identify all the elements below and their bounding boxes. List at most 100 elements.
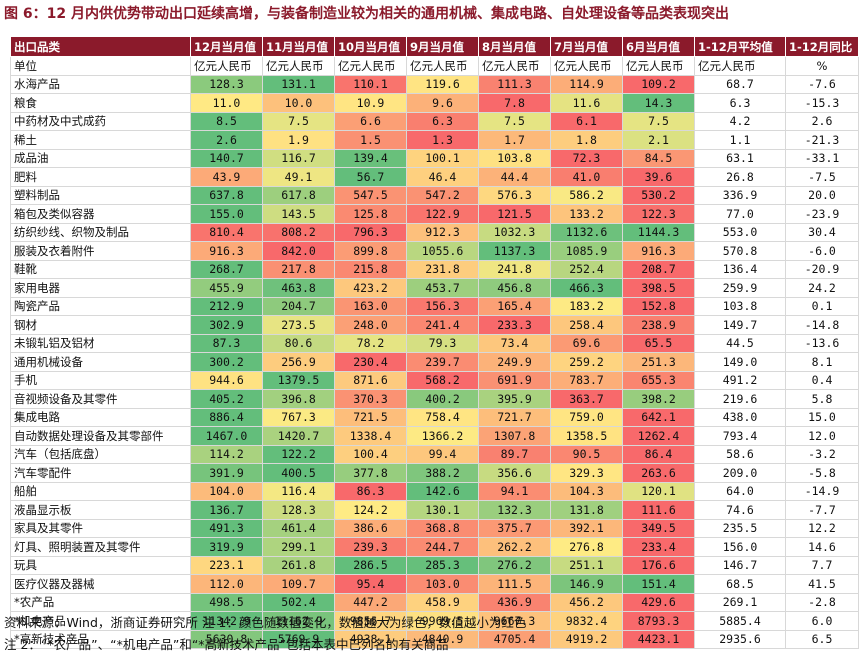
avg-value-cell: 269.1 bbox=[694, 592, 786, 612]
month-value-cell: 111.6 bbox=[622, 500, 695, 520]
month-value-cell: 9832.4 bbox=[550, 611, 623, 631]
month-value-cell: 796.3 bbox=[334, 222, 407, 242]
month-value-cell: 132.3 bbox=[478, 500, 551, 520]
source-note: 资料来源：Wind，浙商证券研究所 注 1：颜色随数值变化，数值越大为绿色，数值… bbox=[4, 615, 527, 630]
row-category-name: 通用机械设备 bbox=[10, 352, 191, 372]
month-value-cell: 455.9 bbox=[190, 278, 263, 298]
table-row: 汽车（包括底盘） 114.2 122.2 100.4 99.4 89.7 90.5 86.4 5… bbox=[10, 444, 859, 464]
yoy-value-cell: -3.2 bbox=[785, 444, 859, 464]
month-value-cell: 142.6 bbox=[406, 481, 479, 501]
footnote-2: 注 2：“*农产品”、“*机电产品”和“*高新技术产品”包括本表中已列名的有关商… bbox=[4, 637, 449, 652]
month-value-cell: 491.3 bbox=[190, 518, 263, 538]
header-aug: 8月当月值 bbox=[478, 36, 551, 57]
month-value-cell: 391.9 bbox=[190, 463, 263, 483]
month-value-cell: 502.4 bbox=[262, 592, 335, 612]
month-value-cell: 11342.9 bbox=[190, 611, 263, 631]
yoy-value-cell: -13.6 bbox=[785, 333, 859, 353]
month-value-cell: 79.3 bbox=[406, 333, 479, 353]
month-value-cell: 110.1 bbox=[334, 74, 407, 94]
month-value-cell: 215.8 bbox=[334, 259, 407, 279]
table-row: *高新技术产品 5630.8 5769.9 4938.1 4840.9 4705.4 491… bbox=[10, 629, 859, 649]
table-row: 音视频设备及其零件 405.2 396.8 370.3 400.2 395.9 363.7 3… bbox=[10, 389, 859, 409]
month-value-cell: 456.8 bbox=[478, 278, 551, 298]
month-value-cell: 576.3 bbox=[478, 185, 551, 205]
month-value-cell: 808.2 bbox=[262, 222, 335, 242]
month-value-cell: 1262.4 bbox=[622, 426, 695, 446]
month-value-cell: 133.2 bbox=[550, 204, 623, 224]
month-value-cell: 212.9 bbox=[190, 296, 263, 316]
row-category-name: 水海产品 bbox=[10, 74, 191, 94]
table-row: 通用机械设备 300.2 256.9 230.4 239.7 249.9 259.2 251.… bbox=[10, 352, 859, 372]
unit-cell: 亿元人民币 bbox=[262, 56, 335, 76]
avg-value-cell: 235.5 bbox=[694, 518, 786, 538]
month-value-cell: 72.3 bbox=[550, 148, 623, 168]
avg-value-cell: 58.6 bbox=[694, 444, 786, 464]
month-value-cell: 453.7 bbox=[406, 278, 479, 298]
yoy-value-cell: 7.7 bbox=[785, 555, 859, 575]
month-value-cell: 4919.2 bbox=[550, 629, 623, 649]
month-value-cell: 1.5 bbox=[334, 130, 407, 150]
month-value-cell: 217.8 bbox=[262, 259, 335, 279]
month-value-cell: 248.0 bbox=[334, 315, 407, 335]
month-value-cell: 111.3 bbox=[478, 74, 551, 94]
unit-cell: 亿元人民币 bbox=[694, 56, 786, 76]
unit-cell: 亿元人民币 bbox=[334, 56, 407, 76]
row-category-name: 粮食 bbox=[10, 93, 191, 113]
row-category-name: *农产品 bbox=[10, 592, 191, 612]
row-category-name: 箱包及类似容器 bbox=[10, 204, 191, 224]
table-row: 医疗仪器及器械 112.0 109.7 95.4 103.0 111.5 146.9 151.… bbox=[10, 574, 859, 594]
month-value-cell: 721.5 bbox=[334, 407, 407, 427]
table-row: 中药材及中式成药 8.5 7.5 6.6 6.3 7.5 6.1 7.5 4.2 2.6 bbox=[10, 111, 859, 131]
month-value-cell: 251.1 bbox=[550, 555, 623, 575]
month-value-cell: 103.8 bbox=[478, 148, 551, 168]
table-row: 肥料 43.9 49.1 56.7 46.4 44.4 41.0 39.6 26.8 -7.5 bbox=[10, 167, 859, 187]
avg-value-cell: 1.1 bbox=[694, 130, 786, 150]
month-value-cell: 114.2 bbox=[190, 444, 263, 464]
month-value-cell: 767.3 bbox=[262, 407, 335, 427]
month-value-cell: 1467.0 bbox=[190, 426, 263, 446]
month-value-cell: 10.0 bbox=[262, 93, 335, 113]
month-value-cell: 41.0 bbox=[550, 167, 623, 187]
month-value-cell: 128.3 bbox=[262, 500, 335, 520]
yoy-value-cell: -14.9 bbox=[785, 481, 859, 501]
month-value-cell: 375.7 bbox=[478, 518, 551, 538]
month-value-cell: 89.7 bbox=[478, 444, 551, 464]
month-value-cell: 547.5 bbox=[334, 185, 407, 205]
month-value-cell: 912.3 bbox=[406, 222, 479, 242]
month-value-cell: 241.8 bbox=[478, 259, 551, 279]
month-value-cell: 5769.9 bbox=[262, 629, 335, 649]
month-value-cell: 183.2 bbox=[550, 296, 623, 316]
unit-cell: % bbox=[785, 56, 859, 76]
table-container: 出口品类 12月当月值 11月当月值 10月当月值 9月当月值 8月当月值 7月… bbox=[10, 36, 859, 649]
month-value-cell: 461.4 bbox=[262, 518, 335, 538]
avg-value-cell: 149.0 bbox=[694, 352, 786, 372]
month-value-cell: 1358.5 bbox=[550, 426, 623, 446]
row-category-name: 家用电器 bbox=[10, 278, 191, 298]
month-value-cell: 49.1 bbox=[262, 167, 335, 187]
table-row: 鞋靴 268.7 217.8 215.8 231.8 241.8 252.4 208.7 136… bbox=[10, 259, 859, 279]
month-value-cell: 1366.2 bbox=[406, 426, 479, 446]
month-value-cell: 44.4 bbox=[478, 167, 551, 187]
month-value-cell: 6.3 bbox=[406, 111, 479, 131]
month-value-cell: 302.9 bbox=[190, 315, 263, 335]
month-value-cell: 122.3 bbox=[622, 204, 695, 224]
month-value-cell: 276.8 bbox=[550, 537, 623, 557]
month-value-cell: 299.1 bbox=[262, 537, 335, 557]
month-value-cell: 300.2 bbox=[190, 352, 263, 372]
month-value-cell: 231.8 bbox=[406, 259, 479, 279]
month-value-cell: 370.3 bbox=[334, 389, 407, 409]
month-value-cell: 109.7 bbox=[262, 574, 335, 594]
month-value-cell: 285.3 bbox=[406, 555, 479, 575]
month-value-cell: 547.2 bbox=[406, 185, 479, 205]
month-value-cell: 95.4 bbox=[334, 574, 407, 594]
month-value-cell: 140.7 bbox=[190, 148, 263, 168]
month-value-cell: 1420.7 bbox=[262, 426, 335, 446]
month-value-cell: 386.6 bbox=[334, 518, 407, 538]
month-value-cell: 400.5 bbox=[262, 463, 335, 483]
month-value-cell: 86.4 bbox=[622, 444, 695, 464]
month-value-cell: 916.3 bbox=[622, 241, 695, 261]
month-value-cell: 363.7 bbox=[550, 389, 623, 409]
table-row: 稀土 2.6 1.9 1.5 1.3 1.7 1.8 2.1 1.1 -21.3 bbox=[10, 130, 859, 150]
month-value-cell: 163.0 bbox=[334, 296, 407, 316]
month-value-cell: 377.8 bbox=[334, 463, 407, 483]
